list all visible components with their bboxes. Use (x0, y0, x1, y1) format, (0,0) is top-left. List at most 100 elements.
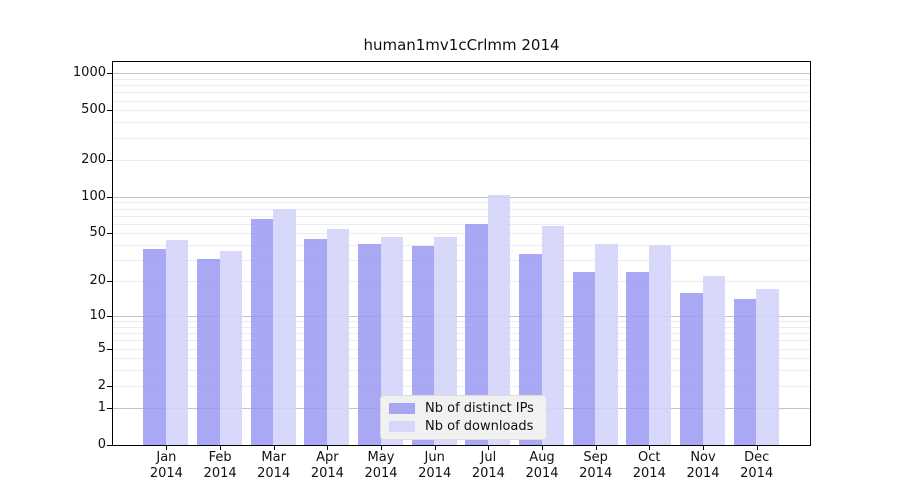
x-tick-label-year: 2014 (364, 466, 398, 481)
x-tick-label: Jun 2014 (403, 450, 467, 482)
plot-area: Nb of distinct IPs Nb of downloads (112, 61, 811, 446)
x-tick-label: Jan 2014 (134, 450, 198, 482)
x-tick-mark (703, 445, 704, 450)
gridline-minor (113, 159, 810, 161)
x-tick-label-month: Apr (316, 450, 339, 465)
x-tick-label: Oct 2014 (617, 450, 681, 482)
legend-item-downloads: Nb of downloads (389, 419, 534, 434)
x-tick-label-month: Mar (261, 450, 286, 465)
gridline-minor (113, 122, 810, 124)
x-tick-label-year: 2014 (149, 466, 183, 481)
bar-oct-downloads (648, 245, 672, 445)
x-tick-label-month: Aug (529, 450, 555, 465)
gridline-minor (113, 85, 810, 87)
x-tick-mark (166, 445, 168, 450)
gridline-minor (113, 92, 810, 94)
x-tick-label-month: Nov (690, 450, 716, 465)
gridline-minor (113, 137, 810, 139)
gridline-major (113, 196, 810, 198)
bar-jan-distinct-ips (143, 249, 166, 445)
y-tick-mark (107, 407, 112, 409)
gridline-minor (113, 110, 810, 112)
x-tick-label-year: 2014 (471, 466, 505, 481)
gridline-minor (113, 100, 810, 102)
x-tick-label-month: Jul (480, 450, 497, 465)
gridline-minor (113, 370, 810, 372)
y-tick-mark (107, 110, 112, 112)
bar-nov-distinct-ips (680, 292, 703, 445)
legend: Nb of distinct IPs Nb of downloads (380, 395, 547, 440)
x-tick-label-year: 2014 (632, 466, 666, 481)
chart-title: human1mv1cCrlmm 2014 (363, 36, 560, 54)
x-tick-label: Aug 2014 (510, 450, 574, 482)
x-tick-mark (649, 445, 651, 450)
x-tick-label: Dec 2014 (725, 450, 789, 482)
gridline-minor (113, 321, 810, 323)
gridline-major (113, 73, 810, 75)
y-tick-label: 5 (97, 340, 106, 356)
bar-may-downloads (380, 236, 403, 445)
gridline-minor (113, 215, 810, 217)
gridline-minor (113, 78, 810, 80)
bar-jul-distinct-ips (465, 223, 488, 445)
y-tick-label: 10 (89, 307, 106, 323)
bar-feb-distinct-ips (197, 258, 220, 445)
x-tick-mark (595, 445, 597, 450)
x-tick-label: Nov 2014 (671, 450, 735, 482)
y-tick-mark (107, 445, 112, 446)
x-tick-mark (327, 445, 329, 450)
gridline-minor (113, 233, 810, 235)
y-tick-mark (107, 159, 112, 161)
x-tick-mark (756, 445, 758, 450)
y-tick-label: 500 (81, 102, 106, 118)
y-tick-label: 50 (89, 225, 106, 241)
x-tick-label-year: 2014 (310, 466, 344, 481)
y-tick-mark (107, 73, 112, 75)
gridline-minor (113, 281, 810, 283)
gridline-minor (113, 326, 810, 328)
gridline-minor (113, 223, 810, 225)
x-tick-mark (434, 445, 436, 450)
gridline-minor (113, 245, 810, 247)
gridline-major (113, 315, 810, 317)
y-tick-mark (107, 385, 112, 387)
y-tick-label: 1 (97, 399, 106, 415)
y-tick-label: 0 (97, 437, 106, 452)
x-tick-label-year: 2014 (257, 466, 291, 481)
x-tick-label: Jul 2014 (456, 450, 520, 482)
y-tick-label: 20 (89, 273, 106, 289)
gridline-minor (113, 333, 810, 335)
gridline-minor (113, 202, 810, 204)
gridline-minor (113, 348, 810, 350)
x-tick-mark (273, 445, 275, 450)
legend-label-downloads: Nb of downloads (425, 419, 534, 434)
y-tick-mark (107, 196, 112, 198)
x-tick-label-year: 2014 (525, 466, 559, 481)
y-tick-mark (107, 348, 112, 350)
bar-apr-distinct-ips (304, 238, 327, 445)
bar-jun-downloads (434, 236, 457, 445)
legend-swatch-downloads (389, 421, 415, 432)
bar-dec-distinct-ips (733, 299, 757, 445)
x-tick-label-year: 2014 (686, 466, 720, 481)
y-tick-label: 200 (81, 151, 106, 167)
bar-dec-downloads (756, 289, 779, 445)
legend-swatch-distinct-ips (389, 403, 415, 414)
bar-apr-downloads (326, 229, 350, 445)
x-tick-label: Sep 2014 (564, 450, 628, 482)
gridline-minor (113, 208, 810, 210)
x-tick-mark (488, 445, 490, 450)
x-tick-label-year: 2014 (418, 466, 452, 481)
x-tick-label-month: Sep (583, 450, 608, 465)
bar-jan-downloads (165, 240, 189, 445)
x-tick-label: Mar 2014 (242, 450, 306, 482)
bar-mar-distinct-ips (250, 218, 274, 445)
bar-aug-downloads (541, 226, 564, 445)
gridline-minor (113, 260, 810, 262)
x-tick-label-month: Feb (208, 450, 232, 465)
x-tick-mark (542, 445, 543, 450)
bar-sep-distinct-ips (572, 271, 596, 445)
x-tick-label-month: May (367, 450, 395, 465)
bar-nov-downloads (702, 276, 725, 445)
